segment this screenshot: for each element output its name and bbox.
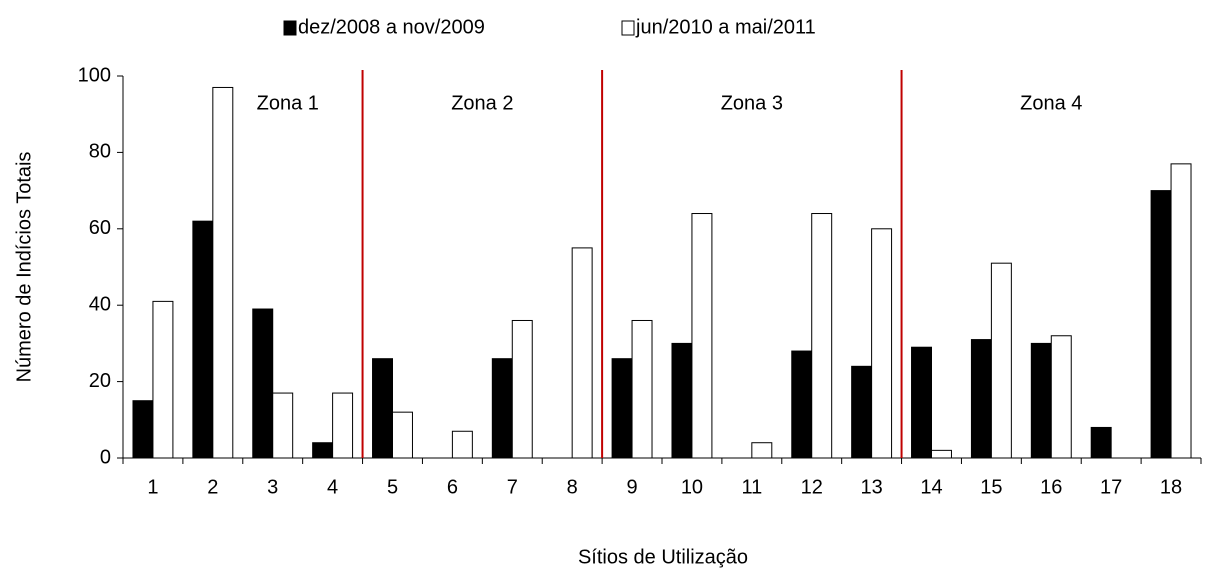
bar [132,400,154,459]
legend-swatch [283,20,297,36]
bar [631,319,653,459]
y-tick-label: 80 [89,141,111,163]
bar [491,358,513,459]
bar [152,300,174,459]
legend-swatch [621,20,635,36]
x-tick-label: 3 [267,476,278,498]
bar [851,365,873,459]
x-tick-label: 14 [920,476,942,498]
x-tick-label: 5 [387,476,398,498]
bar [791,350,813,459]
bar [1150,190,1172,459]
x-tick-label: 9 [626,476,637,498]
bar [272,392,294,459]
x-tick-label: 13 [860,476,882,498]
x-tick-label: 6 [447,476,458,498]
bar [811,213,833,459]
y-tick-label: 100 [78,64,111,86]
x-tick-label: 4 [327,476,338,498]
bar [931,449,952,459]
zone-label: Zona 4 [1020,92,1082,114]
x-tick-label: 16 [1040,476,1062,498]
bar [192,220,214,459]
bar [691,213,713,459]
bar [911,346,933,459]
zone-label: Zona 3 [721,92,783,114]
x-tick-label: 7 [507,476,518,498]
x-tick-label: 12 [801,476,823,498]
bar [751,442,773,459]
bar [392,411,413,459]
bar [1170,163,1192,459]
y-tick-label: 60 [89,217,111,239]
x-tick-label: 18 [1160,476,1182,498]
x-axis-label: Sítios de Utilização [578,546,748,568]
bar [372,358,394,459]
x-tick-label: 1 [147,476,158,498]
bar [1030,342,1052,459]
bar [571,247,593,459]
bar [312,442,334,459]
y-tick-label: 40 [89,293,111,315]
y-tick-label: 0 [100,446,111,468]
zone-label: Zona 2 [451,92,513,114]
bar [212,86,234,459]
x-tick-label: 2 [207,476,218,498]
x-tick-label: 8 [567,476,578,498]
bar [511,319,533,459]
x-tick-label: 10 [681,476,703,498]
legend-label: dez/2008 a nov/2009 [298,16,485,38]
x-tick-label: 17 [1100,476,1122,498]
x-tick-label: 11 [741,476,762,498]
bar [451,430,473,459]
legend-label: jun/2010 a mai/2011 [635,16,816,38]
bar [671,342,693,459]
y-tick-label: 20 [89,370,111,392]
bar [1050,335,1072,459]
bar [611,358,633,459]
bar [1090,426,1112,459]
x-tick-label: 15 [980,476,1002,498]
zone-label: Zona 1 [257,92,319,114]
bar [871,228,893,459]
bar [332,392,354,459]
y-axis-label: Número de Indícios Totais [13,152,35,383]
bar [252,308,274,459]
bar [990,262,1012,459]
bar [970,339,992,459]
